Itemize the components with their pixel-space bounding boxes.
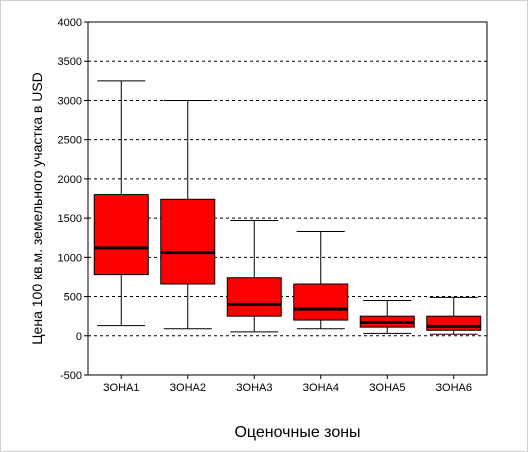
plot-area-border [87,21,488,376]
box-2 [160,198,216,285]
x-tick-label: ЗОНА5 [369,382,405,394]
x-tick-label: ЗОНА6 [436,382,472,394]
y-tick-label: 3000 [58,95,82,107]
y-tick-label: 4000 [58,17,82,29]
box-6 [426,315,482,331]
y-tick-label: 0 [76,331,82,343]
x-tick-label: ЗОНА4 [303,382,339,394]
y-tick-label: 1500 [58,213,82,225]
y-tick-label: 2000 [58,174,82,186]
box-1 [93,194,149,276]
y-tick-label: 500 [64,292,82,304]
x-axis-title: Оценочные зоны [234,424,360,441]
y-tick-label: 3500 [58,56,82,68]
box-4 [293,283,349,321]
y-axis-title: Цена 100 кв.м. земельного участка в USD [29,72,45,345]
y-tick-label: -500 [60,370,82,382]
y-tick-label: 2500 [58,135,82,147]
x-tick-label: ЗОНА3 [236,382,272,394]
box-3 [226,277,282,317]
x-tick-label: ЗОНА2 [170,382,206,394]
y-tick-label: 1000 [58,252,82,264]
x-tick-label: ЗОНА1 [103,382,139,394]
